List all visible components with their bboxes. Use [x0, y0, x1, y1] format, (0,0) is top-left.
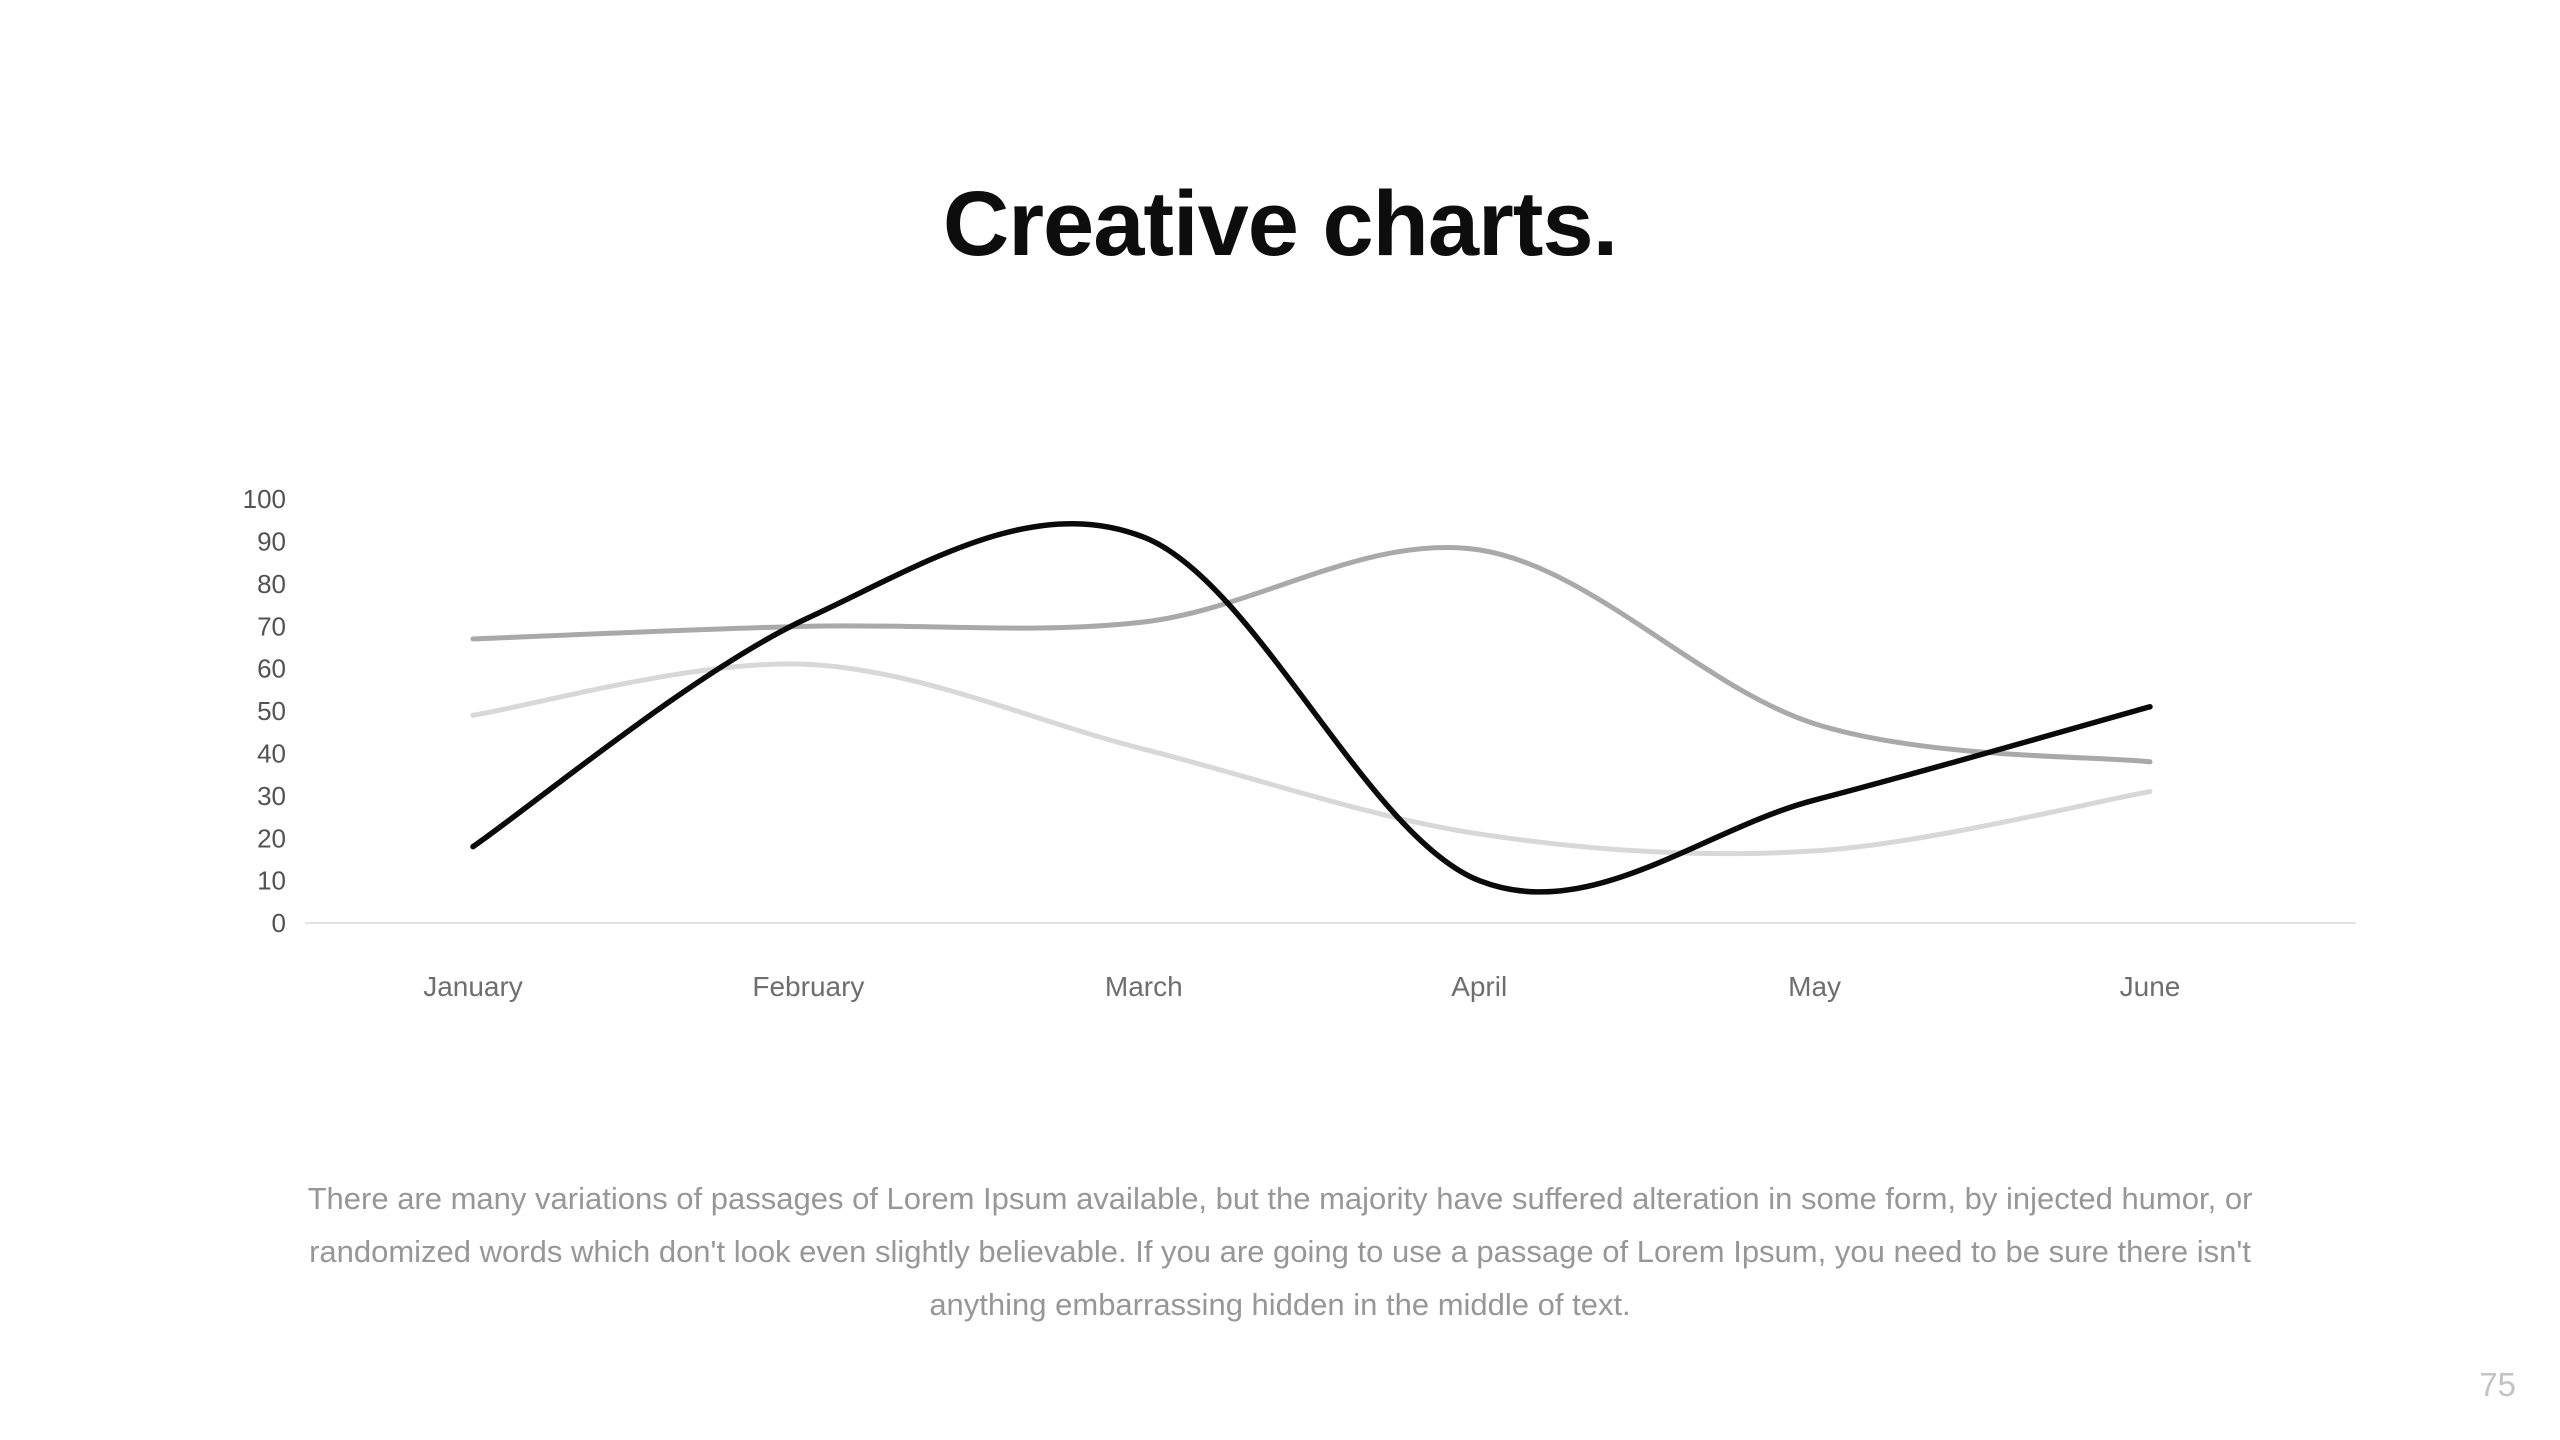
y-axis-tick-label: 100	[243, 484, 286, 514]
y-axis-tick-label: 70	[257, 611, 286, 641]
y-axis-tick-label: 80	[257, 569, 286, 599]
x-axis-tick-label: April	[1451, 971, 1507, 1002]
slide-title: Creative charts.	[942, 173, 1618, 275]
y-axis-tick-label: 40	[257, 739, 286, 769]
page-number: 75	[2479, 1366, 2516, 1403]
description-line: anything embarrassing hidden in the midd…	[929, 1287, 1631, 1322]
y-axis-tick-label: 0	[272, 908, 286, 938]
y-axis-tick-label: 10	[257, 866, 286, 896]
description-line: randomized words which don't look even s…	[309, 1234, 2251, 1269]
y-axis-tick-label: 60	[257, 654, 286, 684]
y-axis-tick-label: 50	[257, 696, 286, 726]
x-axis-tick-label: May	[1788, 971, 1841, 1002]
series-gray-line	[470, 544, 2153, 765]
description-text: There are many variations of passages of…	[0, 1172, 2560, 1331]
y-axis-tick-label: 90	[257, 527, 286, 557]
x-axis-tick-label: March	[1105, 971, 1183, 1002]
y-axis-tick-label: 20	[257, 823, 286, 853]
x-axis-tick-label: January	[423, 971, 523, 1002]
description-line: There are many variations of passages of…	[307, 1181, 2253, 1216]
x-axis-tick-label: June	[2120, 971, 2181, 1002]
x-axis-tick-label: February	[752, 971, 864, 1002]
y-axis-tick-label: 30	[257, 781, 286, 811]
series-black-line	[470, 521, 2153, 895]
series-light-gray-line	[470, 661, 2153, 857]
